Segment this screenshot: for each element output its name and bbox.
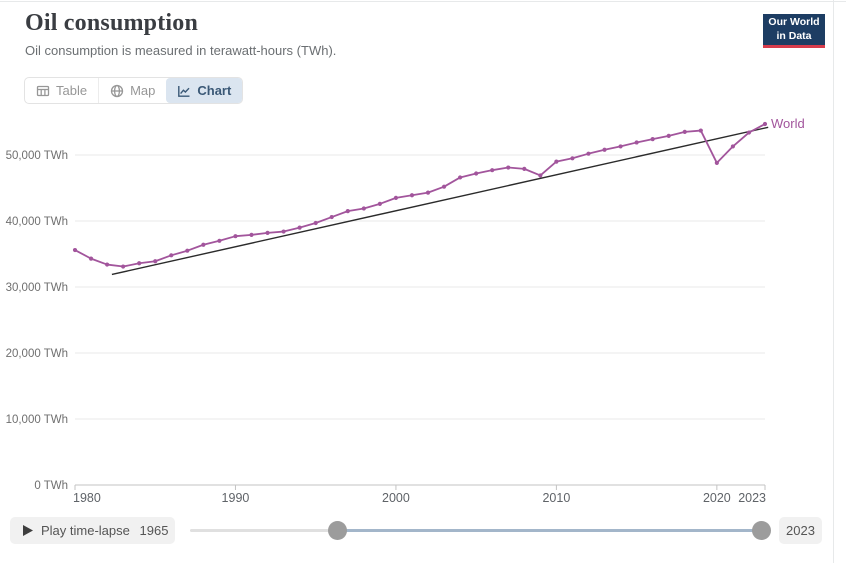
data-point xyxy=(185,248,190,253)
owid-logo[interactable]: Our World in Data xyxy=(763,14,825,48)
data-point xyxy=(458,175,463,180)
timeline-handle-end[interactable] xyxy=(751,521,771,540)
data-point xyxy=(666,133,671,138)
x-tick-label: 1980 xyxy=(73,491,101,505)
view-tabs: Table Map Chart xyxy=(24,77,244,104)
data-point xyxy=(474,171,479,176)
tab-table-label: Table xyxy=(56,83,88,98)
data-point xyxy=(377,201,382,206)
x-tick-label: 1990 xyxy=(222,491,250,505)
data-point xyxy=(329,214,334,220)
data-point xyxy=(233,234,238,239)
data-point xyxy=(762,121,768,127)
data-point xyxy=(506,165,511,170)
y-tick-label: 20,000 TWh xyxy=(6,348,68,360)
page-title: Oil consumption xyxy=(25,10,199,36)
data-point xyxy=(121,264,126,269)
trend-line xyxy=(111,126,769,276)
data-point xyxy=(409,193,415,198)
data-point xyxy=(281,229,286,234)
data-point xyxy=(104,262,110,267)
x-tick-label: 2010 xyxy=(542,491,570,505)
data-point xyxy=(217,238,222,243)
series-label-world[interactable]: World xyxy=(771,116,805,131)
data-point xyxy=(538,173,543,178)
chart-header: Oil consumption Oil consumption is measu… xyxy=(25,10,336,58)
data-point xyxy=(72,247,78,253)
timeline-controls: Play time-lapse 1965 2023 xyxy=(0,517,846,544)
data-point xyxy=(201,242,206,247)
data-point xyxy=(88,256,94,261)
play-timelapse-button[interactable]: Play time-lapse xyxy=(10,517,143,544)
data-point xyxy=(618,144,623,149)
data-point xyxy=(425,190,431,195)
data-point xyxy=(345,209,350,214)
page-subtitle: Oil consumption is measured in terawatt-… xyxy=(25,43,337,58)
data-point xyxy=(730,144,736,149)
tab-map-label: Map xyxy=(130,83,156,98)
data-point xyxy=(602,147,607,152)
data-point xyxy=(634,140,639,145)
timeline-start-year[interactable]: 1965 xyxy=(133,517,175,544)
y-tick-label: 10,000 TWh xyxy=(6,414,68,426)
data-point xyxy=(746,130,752,135)
y-tick-label: 0 TWh xyxy=(34,480,68,492)
x-tick-label: 2000 xyxy=(382,491,410,505)
line-chart-icon xyxy=(178,85,190,97)
data-point xyxy=(682,129,687,134)
data-point xyxy=(522,166,527,171)
data-point xyxy=(554,159,559,164)
y-tick-label: 40,000 TWh xyxy=(6,216,68,228)
data-point xyxy=(393,195,399,200)
data-point xyxy=(153,259,158,264)
right-border xyxy=(833,0,834,563)
tab-chart[interactable]: Chart xyxy=(166,78,243,103)
tab-chart-label: Chart xyxy=(197,83,232,98)
top-border xyxy=(0,1,846,2)
tab-table[interactable]: Table xyxy=(25,78,100,103)
data-point xyxy=(490,168,495,173)
data-point xyxy=(570,156,575,161)
table-icon xyxy=(36,85,50,96)
data-point xyxy=(650,137,655,142)
y-tick-label: 30,000 TWh xyxy=(6,282,68,294)
data-point xyxy=(169,253,174,258)
tab-map[interactable]: Map xyxy=(99,78,166,103)
timeline-selected-range xyxy=(337,529,761,532)
data-point xyxy=(249,232,254,237)
world-series-line xyxy=(74,123,766,268)
data-point xyxy=(586,151,591,156)
y-tick-label: 50,000 TWh xyxy=(6,150,68,162)
owid-logo-line1: Our World xyxy=(768,16,820,29)
x-tick-label: 2020 xyxy=(703,491,731,505)
data-point xyxy=(265,230,270,235)
data-point xyxy=(137,261,142,266)
data-point xyxy=(361,206,366,211)
data-point xyxy=(441,184,447,189)
play-timelapse-label: Play time-lapse xyxy=(41,523,130,538)
data-point xyxy=(297,225,302,230)
timeline-handle-start[interactable] xyxy=(328,521,348,540)
data-point xyxy=(698,128,703,133)
x-tick-label: 2023 xyxy=(738,491,766,505)
owid-logo-line2: in Data xyxy=(776,29,812,42)
play-icon xyxy=(23,525,33,536)
data-point xyxy=(313,220,318,226)
timeline-end-year[interactable]: 2023 xyxy=(779,517,822,544)
globe-icon xyxy=(110,84,124,97)
data-point xyxy=(714,160,719,166)
